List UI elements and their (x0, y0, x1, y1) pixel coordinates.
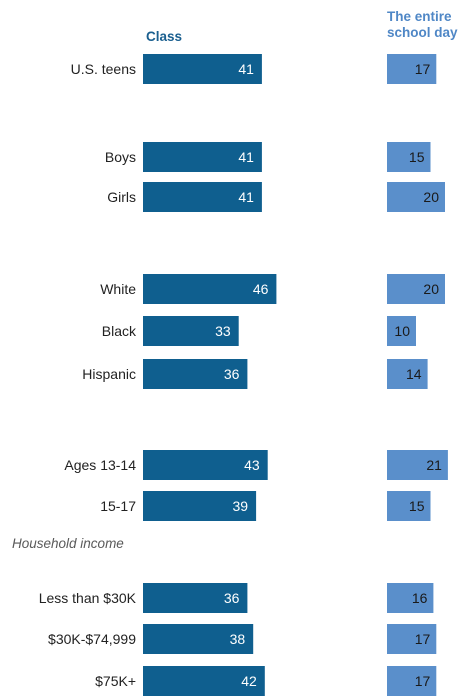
category-label-boys: Boys (105, 149, 136, 165)
bar-class-girls (143, 182, 262, 212)
value-label-class-u-s-teens: 41 (238, 61, 254, 77)
bar-entire-school-day-75k (387, 666, 437, 696)
value-label-class-15-17: 39 (233, 498, 249, 514)
bar-entire-school-day-30k-74-999 (387, 624, 437, 654)
bar-class-white (143, 274, 277, 304)
value-label-class-ages-13-14: 43 (244, 457, 260, 473)
value-label-class-75k: 42 (241, 673, 257, 689)
category-label-black: Black (102, 323, 137, 339)
category-label-ages-13-14: Ages 13-14 (64, 457, 136, 473)
value-label-class-black: 33 (215, 323, 231, 339)
bar-entire-school-day-ages-13-14 (387, 450, 448, 480)
value-label-entire-school-day-girls: 20 (423, 189, 439, 205)
header-day-line1: The entire (387, 9, 452, 24)
bar-entire-school-day-15-17 (387, 491, 431, 521)
category-label-hispanic: Hispanic (82, 366, 136, 382)
bar-class-hispanic (143, 359, 248, 389)
value-label-entire-school-day-ages-13-14: 21 (426, 457, 442, 473)
bar-class-u-s-teens (143, 54, 262, 84)
value-label-class-girls: 41 (238, 189, 254, 205)
bar-class-black (143, 316, 239, 346)
value-label-entire-school-day-black: 10 (394, 323, 410, 339)
bar-entire-school-day-u-s-teens (387, 54, 437, 84)
value-label-entire-school-day-less-than-30k: 16 (412, 590, 428, 606)
bar-class-ages-13-14 (143, 450, 268, 480)
value-label-entire-school-day-boys: 15 (409, 149, 425, 165)
bar-entire-school-day-hispanic (387, 359, 428, 389)
bar-class-boys (143, 142, 262, 172)
value-label-class-30k-74-999: 38 (230, 631, 246, 647)
bar-class-15-17 (143, 491, 257, 521)
value-label-entire-school-day-75k: 17 (415, 673, 431, 689)
bar-entire-school-day-boys (387, 142, 431, 172)
category-label-girls: Girls (107, 189, 136, 205)
value-label-entire-school-day-hispanic: 14 (406, 366, 422, 382)
header-entire-school-day: The entire school day (387, 9, 460, 41)
bar-class-30k-74-999 (143, 624, 254, 654)
category-label-75k: $75K+ (95, 673, 136, 689)
section-label-household-income: Household income (12, 536, 124, 551)
category-label-30k-74-999: $30K-$74,999 (48, 631, 136, 647)
bar-class-less-than-30k (143, 583, 248, 613)
category-label-15-17: 15-17 (100, 498, 136, 514)
value-label-class-boys: 41 (238, 149, 254, 165)
category-label-less-than-30k: Less than $30K (39, 590, 137, 606)
value-label-entire-school-day-white: 20 (423, 281, 439, 297)
value-label-entire-school-day-u-s-teens: 17 (415, 61, 431, 77)
bar-entire-school-day-black (387, 316, 416, 346)
header-day-line2: school day (387, 25, 458, 40)
value-label-class-hispanic: 36 (224, 366, 240, 382)
value-label-class-white: 46 (253, 281, 269, 297)
bar-entire-school-day-less-than-30k (387, 583, 434, 613)
value-label-class-less-than-30k: 36 (224, 590, 240, 606)
header-class: Class (146, 29, 183, 44)
value-label-entire-school-day-15-17: 15 (409, 498, 425, 514)
bar-entire-school-day-white (387, 274, 445, 304)
bar-entire-school-day-girls (387, 182, 445, 212)
category-label-u-s-teens: U.S. teens (71, 61, 136, 77)
bar-class-75k (143, 666, 265, 696)
category-label-white: White (100, 281, 136, 297)
value-label-entire-school-day-30k-74-999: 17 (415, 631, 431, 647)
